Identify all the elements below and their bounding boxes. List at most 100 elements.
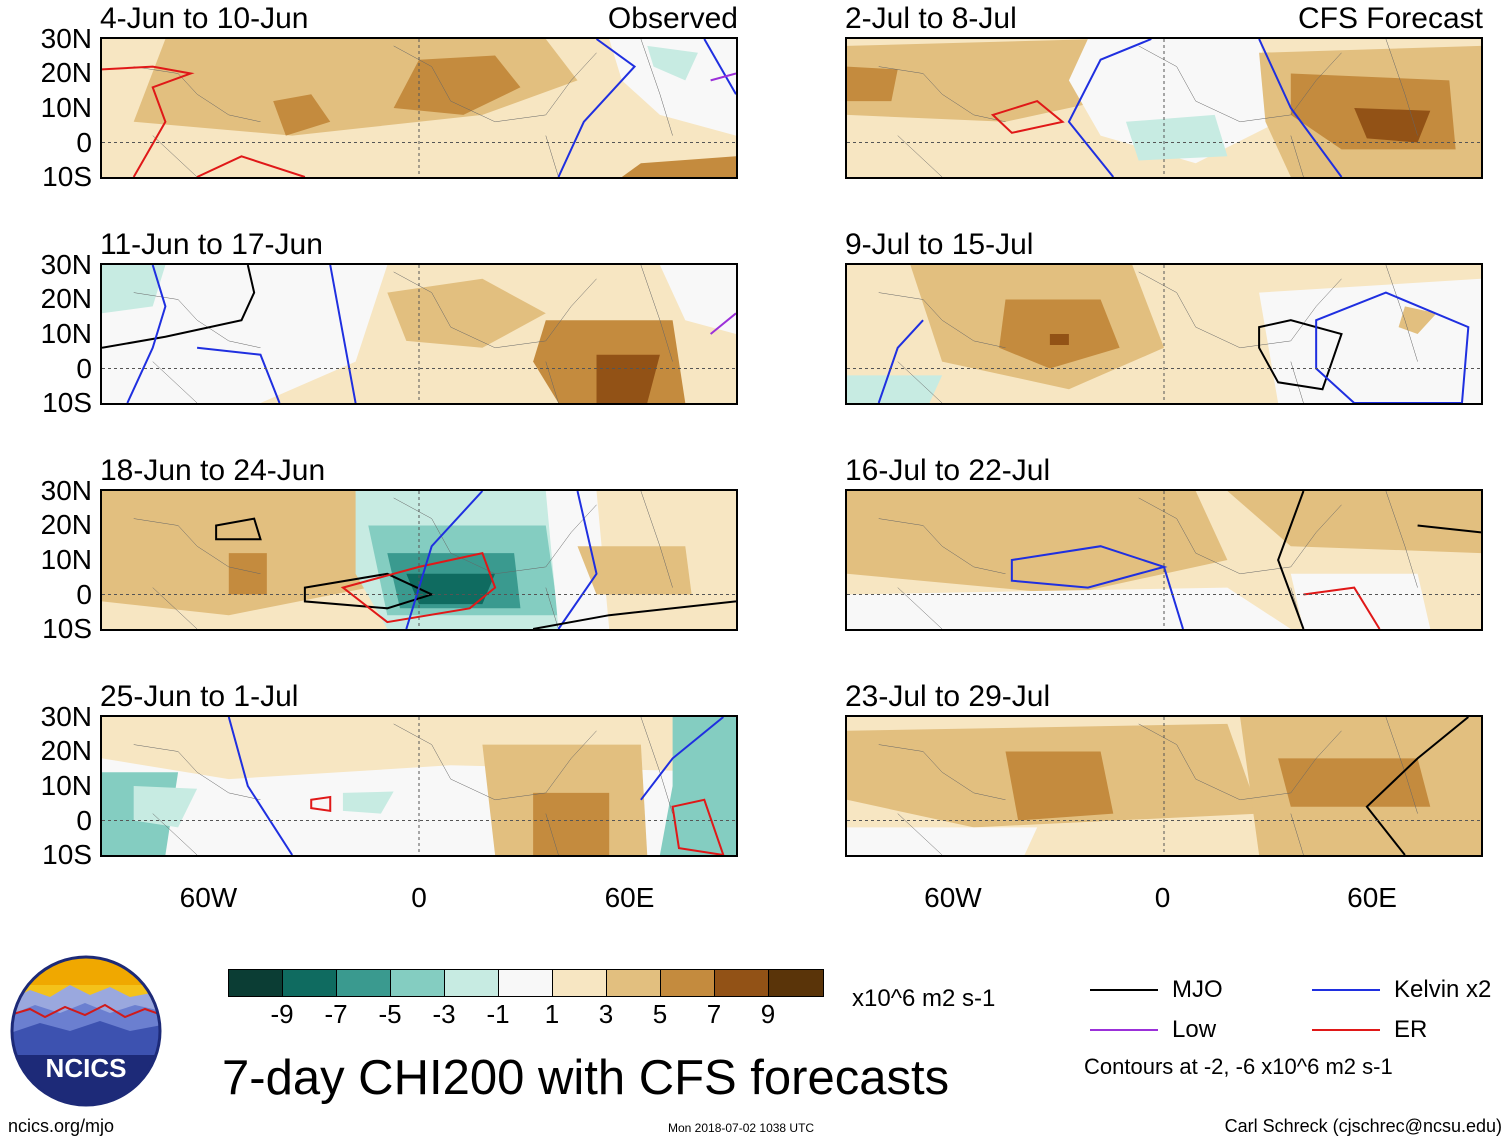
legend-label-mjo: MJO <box>1172 976 1223 1003</box>
contour-line <box>1012 546 1164 587</box>
colorbar-tick: -9 <box>270 999 294 1029</box>
contour-line <box>558 491 596 629</box>
lat-label: 0 <box>76 579 92 610</box>
colorbar-swatch <box>499 970 553 996</box>
shading-region <box>596 354 660 403</box>
panel-tag-1: CFS Forecast <box>1297 2 1483 35</box>
colorbar-tick: -7 <box>324 999 348 1029</box>
shading-region <box>1005 751 1114 821</box>
coastline <box>134 717 673 855</box>
lat-label: 10N <box>40 92 92 123</box>
legend-kelvin: Kelvin x2 <box>1312 976 1491 1004</box>
shading-region <box>847 827 1038 855</box>
shading-region <box>102 265 388 403</box>
colorbar-swatch <box>229 970 283 996</box>
legend-line-mjo <box>1090 989 1158 991</box>
lon-label: 60W <box>924 882 982 913</box>
contour-line <box>197 348 279 403</box>
shading-region <box>393 55 521 115</box>
shading-region <box>1278 758 1431 807</box>
shading-region <box>1227 491 1481 554</box>
legend-line-kelvin <box>1312 989 1380 991</box>
coastline <box>879 265 1418 403</box>
contour-line <box>711 313 736 334</box>
contour-line <box>197 156 305 177</box>
lat-label: 10N <box>40 318 92 349</box>
colorbar <box>228 969 824 997</box>
lat-label: 30N <box>40 475 92 506</box>
legend-line-er <box>1312 1029 1380 1031</box>
legend-line-low <box>1090 1029 1158 1031</box>
contour-line <box>711 74 736 81</box>
shading-region <box>847 375 943 403</box>
contour-line <box>229 717 292 855</box>
coastline <box>134 491 673 629</box>
lat-label: 0 <box>76 353 92 384</box>
contour-line <box>1259 39 1341 177</box>
shading-region <box>647 45 698 81</box>
lat-label: 10N <box>40 544 92 575</box>
panel-title-0: 4-Jun to 10-Jun <box>100 2 309 35</box>
lat-label: 10S <box>42 613 92 644</box>
lat-label: 10S <box>42 161 92 192</box>
coastline <box>879 491 1418 629</box>
lat-label: 20N <box>40 735 92 766</box>
shading-region <box>273 94 331 136</box>
contour-line <box>127 265 165 403</box>
colorbar-swatch <box>607 970 661 996</box>
map-panel-3 <box>845 263 1483 405</box>
ncics-logo: NCICS <box>10 955 162 1107</box>
lat-label: 30N <box>40 249 92 280</box>
colorbar-tick: -3 <box>432 999 456 1029</box>
legend-mjo: MJO <box>1090 976 1223 1004</box>
chart-title: 7-day CHI200 with CFS forecasts <box>222 1051 950 1105</box>
contour-line <box>102 67 191 177</box>
panel-tag-0: Observed <box>607 2 738 35</box>
lat-label: 30N <box>40 23 92 54</box>
legend-label-kelvin: Kelvin x2 <box>1394 976 1492 1003</box>
legend-low: Low <box>1090 1016 1216 1044</box>
colorbar-units: x10^6 m2 s-1 <box>852 985 996 1012</box>
map-panel-7 <box>845 715 1483 857</box>
logo-text: NCICS <box>46 1053 127 1083</box>
panel-title-5: 16-Jul to 22-Jul <box>845 454 1051 487</box>
colorbar-tick: 3 <box>598 999 614 1029</box>
coastline <box>134 39 673 177</box>
contour-line <box>533 601 736 629</box>
legend-er: ER <box>1312 1016 1427 1044</box>
shading-region <box>609 39 736 136</box>
coastline <box>134 265 673 403</box>
contour-line <box>879 320 923 403</box>
shading-region <box>406 573 496 605</box>
shading-region <box>387 278 546 348</box>
lat-label: 0 <box>76 127 92 158</box>
colorbar-swatch <box>553 970 607 996</box>
contour-line <box>102 265 254 348</box>
footer-timestamp: Mon 2018-07-02 1038 UTC <box>668 1121 815 1135</box>
contour-line <box>1278 491 1303 629</box>
coastline <box>879 717 1418 855</box>
lat-label: 10N <box>40 770 92 801</box>
contour-line <box>330 265 355 403</box>
contour-line <box>1069 39 1151 177</box>
panel-title-3: 9-Jul to 15-Jul <box>845 228 1034 261</box>
footer-url[interactable]: ncics.org/mjo <box>8 1116 115 1136</box>
lat-label: 20N <box>40 509 92 540</box>
panel-title-6: 25-Jun to 1-Jul <box>100 680 299 713</box>
lon-label: 60E <box>1347 882 1397 913</box>
legend-label-low: Low <box>1172 1016 1217 1043</box>
footer-author[interactable]: Carl Schreck (cjschrec@ncsu.edu) <box>1224 1116 1502 1136</box>
contour-line <box>216 519 260 540</box>
colorbar-swatch <box>715 970 769 996</box>
lon-label: 0 <box>411 882 427 913</box>
contours-note: Contours at -2, -6 x10^6 m2 s-1 <box>1084 1054 1393 1079</box>
colorbar-swatch <box>337 970 391 996</box>
coastline <box>879 39 1418 177</box>
map-panel-5 <box>845 489 1483 631</box>
contour-line <box>1259 320 1341 389</box>
shading-region <box>577 546 692 595</box>
contour-line <box>558 39 634 177</box>
contour-line <box>993 101 1063 133</box>
shading-region <box>1125 114 1228 161</box>
shading-region <box>1354 108 1431 143</box>
